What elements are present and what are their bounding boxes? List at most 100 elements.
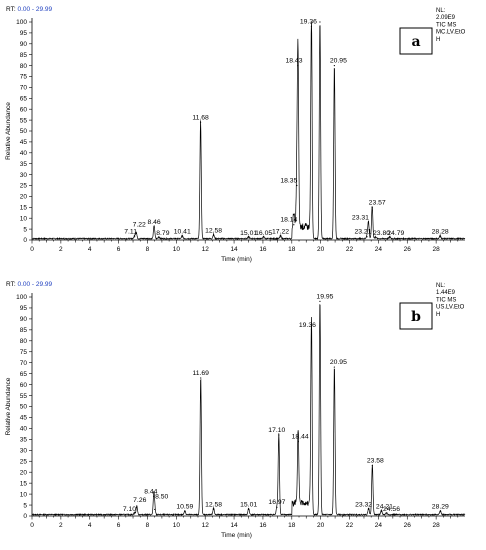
x-tick-label: 4 [88, 246, 92, 253]
peak-point [276, 506, 278, 508]
x-tick-label: 20 [317, 522, 325, 529]
y-tick-label: 95 [20, 30, 28, 37]
y-tick-label: 65 [20, 371, 28, 378]
x-tick-label: 12 [202, 246, 210, 253]
peak-point [136, 506, 138, 508]
y-tick-label: 40 [20, 150, 28, 157]
peak-point [279, 236, 282, 238]
peak-point [371, 465, 373, 467]
y-tick-label: 90 [20, 316, 28, 323]
y-tick-label: 100 [16, 19, 27, 26]
peak-label: 10.41 [174, 229, 191, 236]
rt-range-value: 0.00 - 29.99 [17, 6, 52, 13]
x-tick-label: 10 [173, 246, 181, 253]
x-axis-title: Time (min) [221, 532, 252, 539]
peak-label: 19.95 [316, 293, 333, 300]
y-tick-label: 70 [20, 360, 28, 367]
peak-point [333, 366, 335, 368]
x-tick-label: 28 [433, 522, 441, 529]
y-tick-label: 0 [23, 513, 27, 520]
y-axis-title: Relative Abundance [5, 102, 12, 160]
peak-point [154, 508, 156, 511]
y-tick-label: 100 [16, 294, 27, 301]
x-tick-label: 4 [88, 522, 92, 529]
peak-label: 18.35 [280, 178, 297, 185]
peak-label: 23.31 [352, 215, 369, 222]
peak-label: 18.14 [280, 217, 297, 224]
peak-point [212, 508, 215, 511]
y-tick-label: 30 [20, 448, 28, 455]
peak-point [297, 65, 299, 67]
x-tick-label: 14 [230, 246, 238, 253]
peak-label: 17.22 [272, 229, 289, 236]
y-tick-label: 20 [20, 469, 28, 476]
peak-point [134, 236, 136, 238]
y-tick-label: 80 [20, 63, 28, 70]
rt-range-value: 0.00 - 29.99 [17, 281, 52, 288]
peak-point [199, 121, 202, 123]
peak-label: 10.59 [176, 504, 193, 511]
rt-range-label: RT: 0.00 - 29.99 [6, 281, 53, 288]
peak-point [333, 65, 335, 67]
x-tick-label: 6 [117, 522, 121, 529]
peak-point [158, 237, 160, 239]
y-tick-label: 30 [20, 172, 28, 179]
info-line: H [436, 37, 440, 43]
info-line: 1.44E9 [436, 290, 456, 296]
y-tick-label: 25 [20, 183, 28, 190]
y-tick-label: 55 [20, 393, 28, 400]
peak-point [367, 221, 370, 224]
peak-point [367, 508, 370, 511]
peak-point [319, 21, 321, 23]
y-tick-label: 35 [20, 437, 28, 444]
peak-label: 7.11 [124, 229, 137, 236]
rt-key: RT: [6, 281, 17, 288]
chromatogram-trace [31, 21, 466, 241]
peak-label: 28.28 [432, 229, 449, 236]
info-line: 2.09E9 [436, 15, 456, 21]
x-tick-label: 18 [288, 246, 296, 253]
chromatogram-panel-b: RT: 0.00 - 29.99051015202530354045505560… [5, 281, 466, 539]
x-tick-label: 10 [173, 522, 181, 529]
peak-label: 7.26 [133, 497, 146, 504]
info-line: TIC MS [436, 297, 456, 303]
peak-label: 18.43 [285, 58, 302, 65]
y-tick-label: 15 [20, 205, 28, 212]
y-tick-label: 75 [20, 349, 28, 356]
x-tick-label: 22 [346, 522, 354, 529]
y-tick-label: 10 [20, 215, 28, 222]
y-tick-label: 0 [23, 237, 27, 244]
peak-point [153, 495, 155, 497]
rt-key: RT: [6, 6, 17, 13]
peak-point [371, 206, 373, 208]
peak-point [385, 513, 388, 515]
x-tick-label: 24 [375, 522, 383, 529]
peak-point [366, 236, 368, 238]
peak-point [310, 25, 313, 27]
peak-point [293, 224, 295, 226]
peak-point [319, 300, 321, 302]
peak-point [310, 329, 313, 331]
rt-range-label: RT: 0.00 - 29.99 [6, 6, 53, 13]
peak-point [374, 237, 377, 239]
peak-label: 24.21 [376, 504, 393, 511]
y-tick-label: 20 [20, 194, 28, 201]
peak-label: 19.36 [299, 322, 316, 329]
x-tick-label: 0 [30, 246, 34, 253]
x-tick-label: 2 [59, 522, 63, 529]
y-tick-label: 35 [20, 161, 28, 168]
peak-point [135, 232, 137, 235]
peak-label: 24.79 [387, 230, 404, 237]
y-axis-title: Relative Abundance [5, 377, 12, 435]
y-tick-label: 85 [20, 52, 28, 59]
y-tick-label: 90 [20, 41, 28, 48]
y-tick-label: 75 [20, 74, 28, 81]
peak-label: 12.58 [205, 501, 222, 508]
peak-label: 16.97 [268, 499, 285, 506]
x-tick-label: 20 [317, 246, 325, 253]
info-line: TIC MS [436, 22, 456, 28]
info-line: NL: [436, 8, 446, 14]
y-tick-label: 95 [20, 305, 28, 312]
chromatogram-trace [31, 304, 466, 517]
panel-badge-label: b [411, 309, 421, 325]
